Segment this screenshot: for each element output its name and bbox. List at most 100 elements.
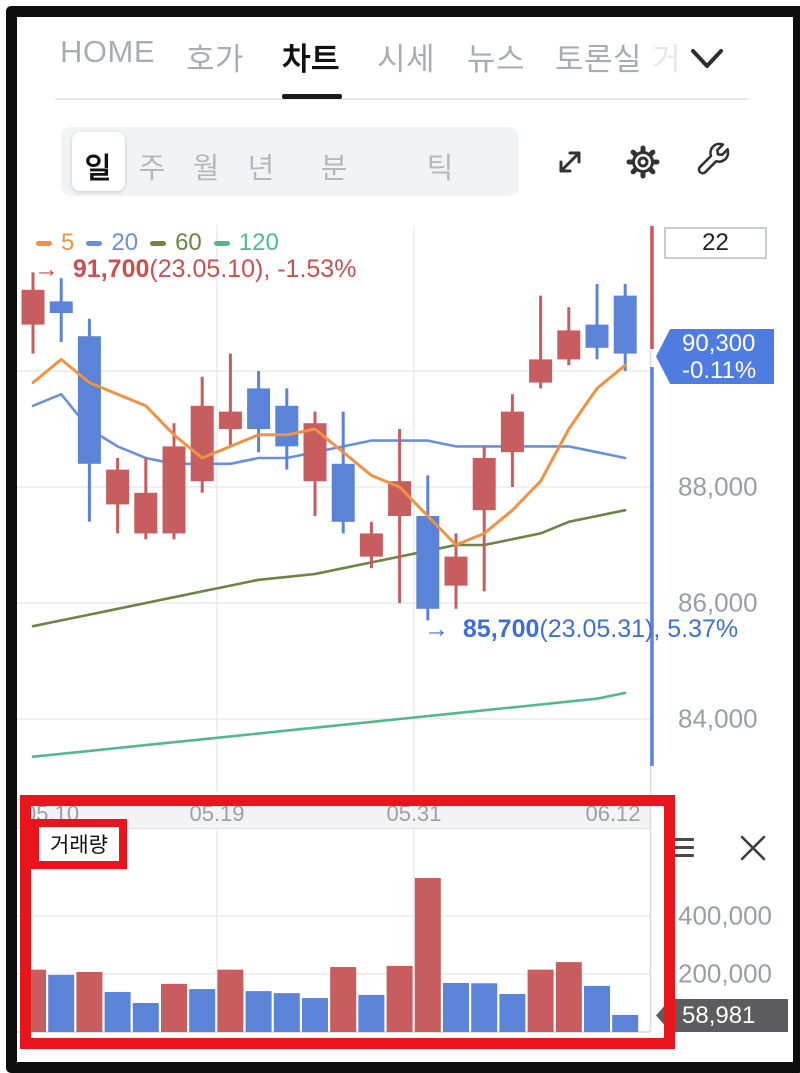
legend-label: 120 (238, 229, 279, 256)
legend-label: 60 (175, 229, 202, 256)
legend-label: 20 (111, 229, 139, 256)
nav-item-2[interactable]: 차트 (282, 42, 341, 77)
volume-bar (471, 983, 498, 1032)
volume-bar (104, 991, 131, 1032)
volume-bar (527, 969, 554, 1032)
volume-bar (132, 1003, 159, 1032)
candle-body (585, 324, 609, 348)
ma-legend: 5 20 60 120 (36, 229, 282, 256)
candle-body (444, 556, 468, 586)
wrench-icon[interactable] (692, 140, 736, 184)
low-price: 85,700 (462, 615, 540, 643)
arrow-right-icon: → (424, 615, 449, 643)
close-icon[interactable] (738, 833, 768, 863)
current-price-badge: 90,300 -0.11% (656, 329, 774, 384)
price-axis-label: 84,000 (678, 703, 758, 734)
visible-candle-count-input[interactable]: 22 (664, 227, 767, 259)
period-tab-4[interactable]: 분 (320, 153, 348, 185)
price-axis-label: 86,000 (678, 587, 758, 618)
volume-title-annotation-box: 거래량 (31, 819, 127, 869)
volume-bar (584, 985, 610, 1032)
ma-line (31, 392, 627, 466)
candle-body (388, 481, 412, 516)
indicator-list-icon[interactable] (673, 838, 694, 857)
date-axis-label: 05.19 (189, 801, 245, 826)
date-axis-label: 05.31 (386, 801, 442, 826)
period-tab-0[interactable]: 일 (84, 153, 112, 185)
volume-bar (555, 962, 582, 1032)
top-navigation: HOME 호가 차트 시세 뉴스 토론실 거 (0, 34, 800, 84)
volume-bar (245, 991, 272, 1032)
low-detail: (23.05.31), 5.37% (539, 615, 739, 643)
ma-line (31, 508, 627, 628)
price-axis-label: 88,000 (678, 471, 758, 502)
candle-body (359, 533, 383, 557)
volume-bar (499, 994, 526, 1032)
candle-body (529, 359, 553, 383)
current-change: -0.11% (682, 356, 757, 384)
candle-body (21, 289, 45, 325)
legend-label: 5 (61, 229, 75, 256)
candle-body (218, 411, 242, 429)
volume-bar (358, 994, 385, 1032)
arrow-right-icon: → (34, 255, 59, 283)
legend-dash-icon (86, 240, 103, 246)
ma-line (31, 691, 627, 759)
nav-item-1[interactable]: 호가 (186, 42, 245, 77)
candle-body (190, 405, 214, 482)
active-period-chip (72, 132, 125, 191)
volume-title: 거래량 (50, 834, 108, 857)
volume-bar (273, 993, 300, 1032)
active-tab-underline (282, 94, 342, 99)
expand-icon[interactable] (548, 140, 592, 184)
period-high-annotation: → 91,700(23.05.10), -1.53% (34, 255, 356, 284)
candle-body (613, 295, 637, 354)
candle-body (49, 301, 73, 313)
volume-bar (443, 982, 469, 1032)
volume-bar (386, 965, 413, 1032)
current-price: 90,300 (682, 329, 756, 357)
period-tab-1[interactable]: 주 (138, 153, 166, 185)
candle-body (557, 330, 581, 360)
candle-body (77, 336, 101, 464)
candle-body (162, 446, 186, 534)
volume-bar (161, 983, 187, 1032)
nav-item-5[interactable]: 토론실 (555, 42, 643, 77)
period-tab-3[interactable]: 년 (247, 153, 275, 185)
candle-body (331, 463, 355, 522)
nav-item-4[interactable]: 뉴스 (467, 42, 526, 77)
candle-body (303, 423, 327, 482)
candle-body (247, 388, 271, 429)
nav-item-home[interactable]: HOME (60, 34, 155, 69)
volume-bar (189, 989, 216, 1032)
candle-body (416, 516, 440, 609)
volume-axis-label: 200,000 (678, 958, 772, 989)
chevron-down-icon[interactable] (686, 44, 728, 74)
candle-body (134, 492, 158, 534)
period-tab-2[interactable]: 월 (192, 153, 220, 185)
candlestick-chart-canvas[interactable] (17, 222, 650, 794)
volume-bar (330, 967, 357, 1032)
date-axis-label: 06.12 (585, 801, 641, 826)
volume-bar (612, 1014, 639, 1032)
volume-bar (217, 969, 244, 1032)
legend-dash-icon (150, 240, 167, 246)
period-tab-5[interactable]: 틱 (426, 153, 454, 185)
nav-divider (55, 98, 748, 100)
period-low-annotation: → 85,700(23.05.31), 5.37% (424, 615, 738, 644)
volume-bar (302, 998, 328, 1032)
candle-body (472, 458, 496, 511)
settings-gear-icon[interactable] (621, 140, 665, 184)
legend-dash-icon (213, 240, 230, 246)
candle-body (500, 411, 524, 453)
volume-axis-label: 400,000 (678, 900, 772, 931)
nav-item-3[interactable]: 시세 (377, 42, 436, 77)
ma-line (31, 357, 627, 547)
volume-bar (414, 878, 441, 1032)
high-detail: (23.05.10), -1.53% (149, 255, 357, 283)
volume-bar (48, 974, 75, 1032)
volume-bar (76, 971, 103, 1032)
current-volume-badge: 58,981 (656, 999, 788, 1032)
high-price: 91,700 (72, 255, 150, 283)
